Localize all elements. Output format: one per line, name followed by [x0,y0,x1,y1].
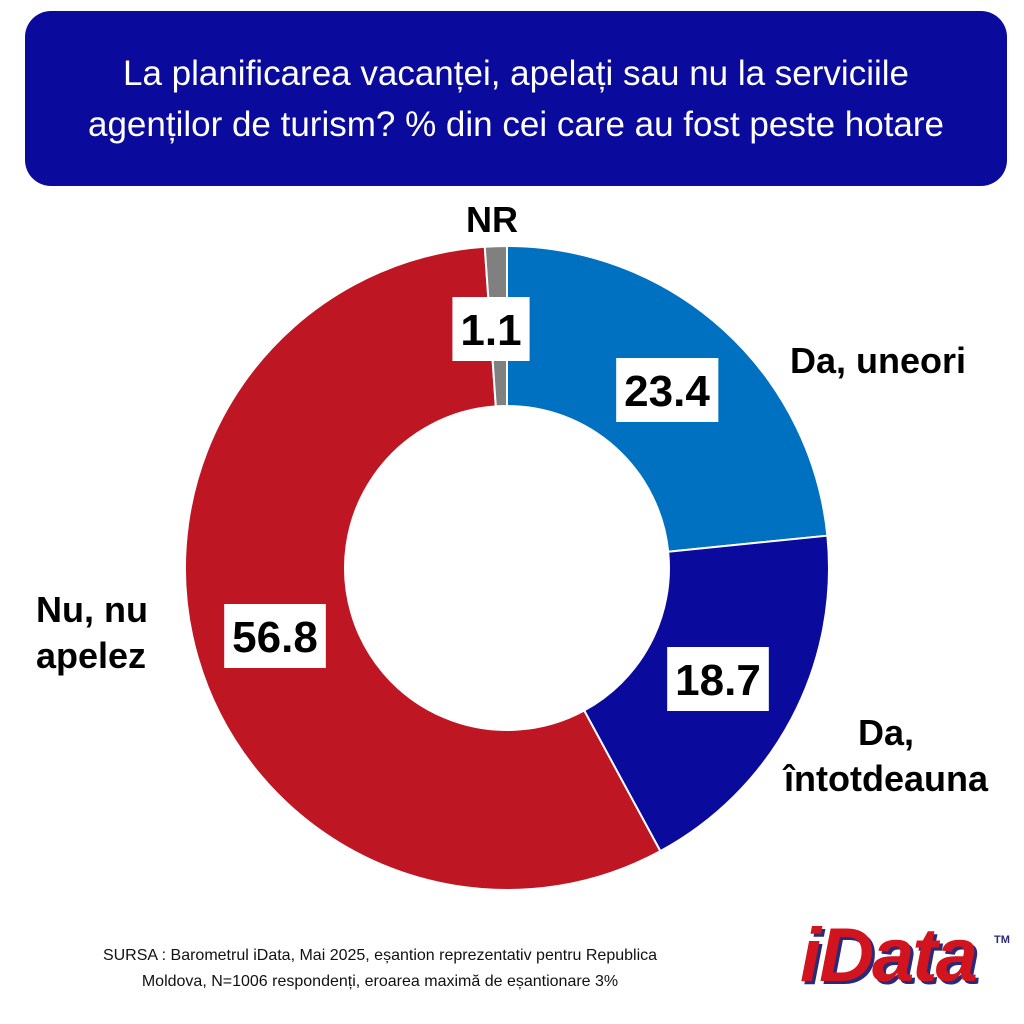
slice-label-0-0: Da, uneori [790,340,966,381]
slice-value-box-0 [616,358,719,422]
slice-label-3-0: NR [466,199,518,240]
logo-trademark: TM [994,934,1010,946]
source-note: SURSA : Barometrul iData, Mai 2025, eșan… [20,943,740,995]
slice-value-0: 23.4 [624,367,710,416]
slice-label-1-0: Da, [858,712,914,753]
slice-label-2-1: apelez [36,635,146,676]
slice-value-box-1 [667,647,769,711]
slice-value-2: 56.8 [232,613,318,662]
title-banner: La planificarea vacanței, apelați sau nu… [25,11,1007,186]
slice-value-box-3 [452,297,530,361]
slice-value-1: 18.7 [675,656,761,705]
slice-value-box-2 [224,604,326,668]
slice-label-2-0: Nu, nu [36,589,148,630]
source-line-1: SURSA : Barometrul iData, Mai 2025, eșan… [102,947,658,964]
idata-logo: iData [800,913,978,998]
source-line-2: Moldova, N=1006 respondenți, eroarea max… [141,973,619,990]
slice-2 [184,245,662,891]
slice-value-3: 1.1 [460,306,521,355]
slice-label-1-1: întotdeauna [782,758,989,799]
chart-title: La planificarea vacanței, apelați sau nu… [87,53,945,144]
